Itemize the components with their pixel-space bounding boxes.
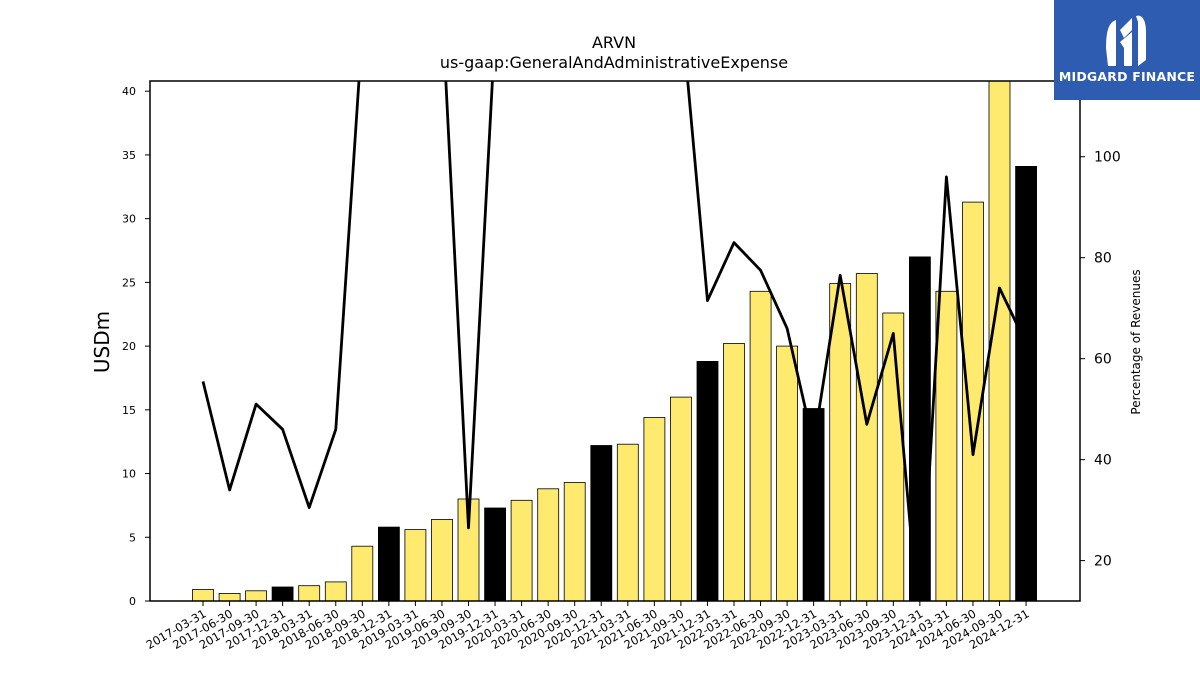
y2-tick-label: 60 (1094, 352, 1112, 368)
bar-2019-03-31 (404, 529, 427, 601)
bar-2019-09-30 (457, 498, 480, 601)
y-tick-label: 5 (129, 531, 136, 544)
y-axis-label: USDm (90, 311, 114, 373)
y-tick-label: 20 (122, 340, 136, 353)
bar-2022-03-31 (723, 343, 745, 601)
y-tick-label: 10 (122, 468, 136, 481)
bar-series (192, 81, 1037, 601)
percentage-line (201, 81, 1028, 601)
bar-2017-03-31 (192, 589, 214, 601)
logo-text: MIDGARD FINANCE (1058, 69, 1196, 84)
y-tick-label: 15 (122, 404, 136, 417)
chart-subtitle: us-gaap:GeneralAndAdministrativeExpense (440, 53, 788, 72)
bar-2018-06-30 (324, 581, 347, 601)
chart-title: ARVN (592, 33, 636, 52)
bar-2020-03-31 (510, 499, 533, 601)
bar-2023-03-31 (829, 283, 852, 601)
bar-2023-12-31 (909, 256, 931, 601)
y2-tick-label: 100 (1094, 150, 1121, 166)
bar-2022-12-31 (802, 408, 825, 601)
y-tick-label: 25 (122, 276, 136, 289)
y-tick-label: 35 (122, 149, 136, 162)
bar-2024-03-31 (935, 290, 958, 601)
bar-2019-12-31 (484, 507, 507, 601)
y-tick-label: 0 (129, 595, 136, 608)
bar-2020-09-30 (563, 482, 586, 601)
bar-2022-09-30 (776, 345, 798, 601)
bar-2020-06-30 (537, 488, 560, 601)
bar-2021-12-31 (696, 360, 719, 601)
bar-2020-12-31 (590, 445, 613, 601)
bar-2021-06-30 (643, 417, 666, 601)
plot-frame (149, 80, 1081, 602)
bar-2018-12-31 (377, 526, 400, 601)
bar-2017-12-31 (271, 586, 294, 601)
y-tick-label: 40 (122, 85, 136, 98)
bar-2024-12-31 (1015, 165, 1037, 601)
bar-2018-03-31 (298, 585, 321, 601)
bar-2017-06-30 (218, 593, 241, 601)
bar-2023-06-30 (855, 273, 878, 601)
y2-tick-label: 20 (1094, 554, 1112, 570)
bar-2021-03-31 (616, 443, 639, 601)
line-series (201, 81, 1028, 601)
y2-tick-label: 80 (1094, 251, 1112, 267)
bar-2024-06-30 (962, 201, 984, 601)
y-tick-label: 30 (122, 213, 136, 226)
bar-2017-09-30 (245, 590, 268, 601)
bar-2024-09-30 (988, 81, 1011, 601)
brand-logo: MIDGARD FINANCE (1054, 0, 1200, 100)
bar-2021-09-30 (670, 396, 692, 601)
midgard-logo-icon (1106, 15, 1146, 67)
bar-2022-06-30 (749, 290, 772, 601)
axes (145, 80, 1085, 606)
y2-tick-label: 40 (1094, 453, 1112, 469)
bar-2018-09-30 (351, 545, 374, 601)
bar-2019-06-30 (431, 519, 453, 601)
y2-axis-label: Percentage of Revenues (1129, 269, 1143, 414)
